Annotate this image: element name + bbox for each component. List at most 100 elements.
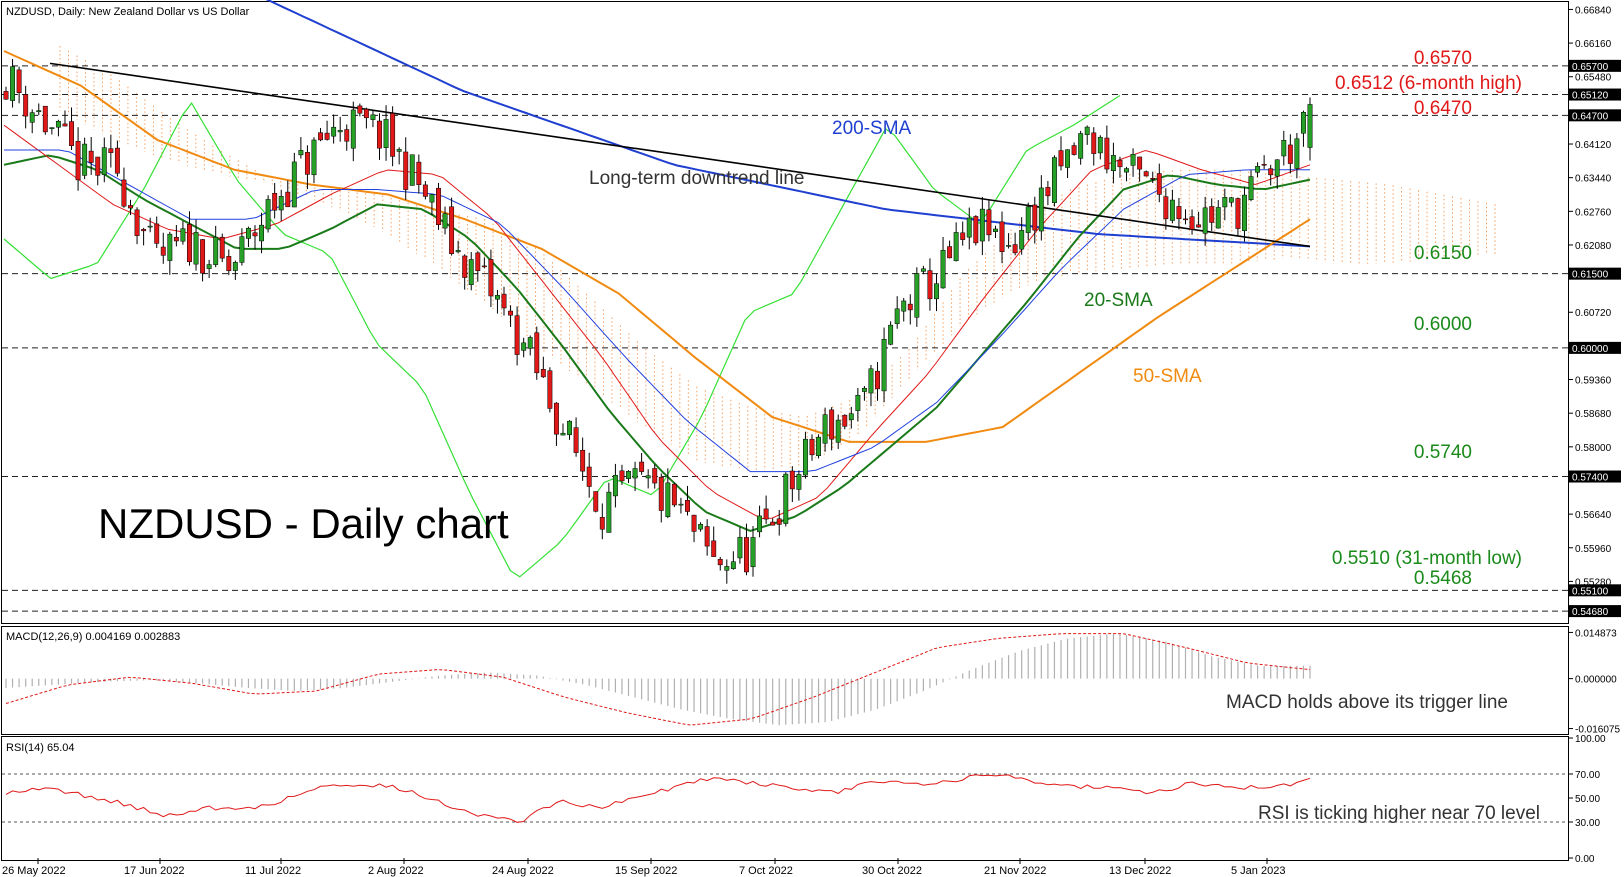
candle-bullish xyxy=(265,199,271,230)
candle-bullish xyxy=(934,283,939,300)
candle-bullish xyxy=(55,120,61,128)
candle-bullish xyxy=(147,225,153,228)
candle-bearish xyxy=(1156,173,1162,195)
candle-bearish xyxy=(462,255,468,278)
candle-bullish xyxy=(82,143,88,176)
price-tick-label: 0.56640 xyxy=(1575,510,1612,521)
candle-bullish xyxy=(1300,112,1306,134)
candle-bearish xyxy=(187,223,192,263)
candle-bearish xyxy=(789,470,795,490)
price-box-label: 0.55100 xyxy=(1572,586,1609,597)
candle-bullish xyxy=(409,154,415,186)
price-tick-label: 0.66160 xyxy=(1575,39,1612,50)
price-tick-label: 0.58000 xyxy=(1575,443,1612,454)
candle-bearish xyxy=(1012,244,1018,254)
candle-bearish xyxy=(540,369,546,378)
candle-bearish xyxy=(1117,159,1123,168)
candle-bearish xyxy=(573,427,579,453)
candle-bearish xyxy=(658,476,664,511)
candle-bearish xyxy=(711,540,717,557)
annotation-5740: 0.5740 xyxy=(1414,442,1472,463)
candle-bearish xyxy=(95,156,101,176)
candle-bullish xyxy=(802,438,808,476)
candle-bullish xyxy=(626,471,631,479)
candle-bullish xyxy=(1242,194,1247,232)
candle-bullish xyxy=(816,436,821,457)
label-downtrend: Long-term downtrend line xyxy=(589,168,804,189)
candle-bearish xyxy=(704,526,710,547)
candle-bearish xyxy=(586,466,592,487)
price-box xyxy=(1569,109,1621,122)
candle-bearish xyxy=(285,191,291,208)
candle-bearish xyxy=(160,246,166,256)
candle-bullish xyxy=(1130,153,1136,166)
candle-bullish xyxy=(1307,104,1313,148)
chart-title: NZDUSD, Daily: New Zealand Dollar vs US … xyxy=(6,6,250,18)
price-box xyxy=(1569,59,1621,72)
candle-bullish xyxy=(868,368,874,394)
candle-bullish xyxy=(737,537,743,559)
candle-bullish xyxy=(1078,133,1084,159)
rsi-tick-label: 100.00 xyxy=(1575,734,1606,745)
candle-bearish xyxy=(449,206,455,254)
candle-bearish xyxy=(377,120,382,149)
candle-bearish xyxy=(639,461,645,472)
candle-bullish xyxy=(101,147,107,175)
downtrend-line xyxy=(49,62,1311,248)
candle-bearish xyxy=(809,438,815,456)
candle-bullish xyxy=(881,339,887,392)
rsi-tick-label: 50.00 xyxy=(1575,794,1600,805)
annotation-5510: 0.5510 (31-month low) xyxy=(1332,548,1522,569)
candle-bullish xyxy=(698,524,704,530)
label-50-sma: 50-SMA xyxy=(1133,366,1202,387)
candle-bearish xyxy=(691,514,697,532)
candle-bearish xyxy=(1268,168,1274,176)
candle-bullish xyxy=(1051,157,1057,204)
date-tick-label: 11 Jul 2022 xyxy=(245,865,301,877)
candle-bearish xyxy=(652,468,658,484)
candle-bullish xyxy=(665,482,671,517)
candlesticks xyxy=(3,58,1313,584)
candle-bearish xyxy=(829,409,835,440)
candle-bullish xyxy=(1065,149,1070,168)
candle-bearish xyxy=(580,449,586,472)
candle-bullish xyxy=(29,112,35,123)
candle-bearish xyxy=(842,414,848,427)
candle-bearish xyxy=(1196,224,1202,228)
candle-bearish xyxy=(488,259,494,297)
candle-bearish xyxy=(770,521,776,526)
candle-bearish xyxy=(1235,198,1241,229)
candle-bullish xyxy=(1228,197,1234,203)
annotation-0570: 0.6570 xyxy=(1414,48,1472,69)
candle-bearish xyxy=(1183,218,1188,221)
candle-bullish xyxy=(370,114,376,120)
candle-bearish xyxy=(717,558,723,566)
candle-bullish xyxy=(848,413,854,421)
candle-bearish xyxy=(973,216,979,244)
candle-bullish xyxy=(796,474,802,490)
price-box xyxy=(1569,341,1621,354)
candle-bearish xyxy=(363,108,369,119)
candle-bearish xyxy=(1287,144,1293,164)
candle-bearish xyxy=(1176,206,1182,219)
candle-bullish xyxy=(193,232,199,265)
candle-bearish xyxy=(436,187,441,226)
candle-bearish xyxy=(128,205,133,209)
price-tick-label: 0.60720 xyxy=(1575,308,1612,319)
candle-bullish xyxy=(914,273,920,318)
candle-bullish xyxy=(311,139,317,176)
macd-series xyxy=(5,633,1311,726)
candle-bullish xyxy=(645,475,651,479)
candle-bullish xyxy=(278,196,284,211)
candle-bullish xyxy=(521,342,527,351)
candle-bearish xyxy=(475,252,481,272)
candle-bullish xyxy=(213,236,219,265)
price-box-label: 0.65700 xyxy=(1572,62,1609,73)
candle-bearish xyxy=(226,256,232,271)
candle-bearish xyxy=(69,121,74,146)
candle-bullish xyxy=(1006,245,1012,247)
price-box-label: 0.65120 xyxy=(1572,91,1609,102)
axes: 0.66840 0.66160 0.65480 0.64120 0.63440 0.627… xyxy=(2,5,1621,877)
price-box xyxy=(1569,470,1621,483)
candle-bullish xyxy=(940,249,946,289)
